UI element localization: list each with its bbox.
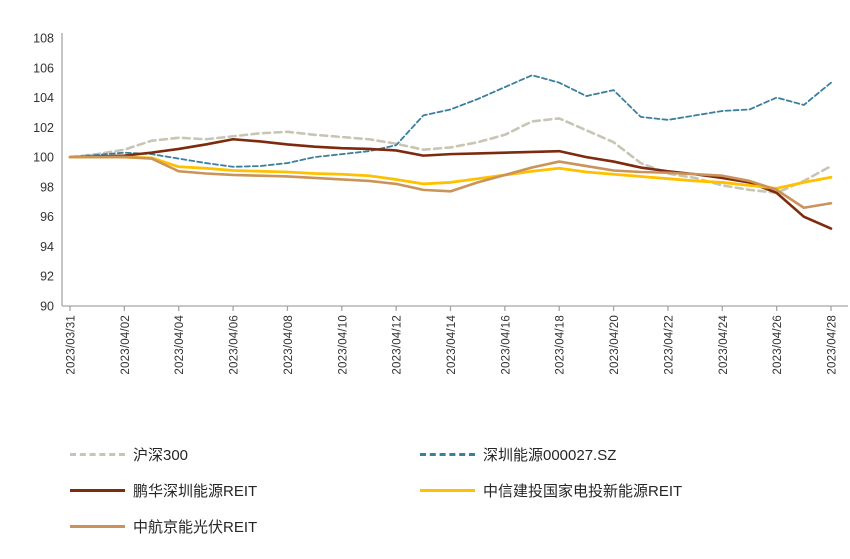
y-tick-label: 108 <box>33 32 54 46</box>
legend-item-zhjn: 中航京能光伏REIT <box>70 516 420 537</box>
x-tick-label: 2023/04/20 <box>609 315 621 375</box>
x-tick-label: 2023/03/31 <box>66 315 78 375</box>
legend-item-zxjt: 中信建投国家电投新能源REIT <box>420 480 830 501</box>
x-tick-label: 2023/04/04 <box>174 315 186 375</box>
performance-line-chart: 90 92 94 96 98 100 102 104 106 108 2023/03/31 2023/… <box>33 32 848 375</box>
series-line-zhjn <box>68 155 833 210</box>
legend-label-zxjt: 中信建投国家电投新能源REIT <box>483 483 683 500</box>
y-tick-label: 104 <box>33 91 54 105</box>
y-tick-label: 96 <box>40 210 54 224</box>
x-tick-label: 2023/04/08 <box>283 315 295 375</box>
legend-item-szny: 深圳能源000027.SZ <box>420 444 830 465</box>
x-tick-label: 2023/04/18 <box>555 315 567 375</box>
y-tick-label: 90 <box>40 300 54 314</box>
series-line-szny <box>69 74 832 168</box>
x-tick-label: 2023/04/22 <box>663 315 675 375</box>
x-tick-label: 2023/04/14 <box>446 315 458 375</box>
series-line-zxjt <box>68 155 833 190</box>
x-tick-label: 2023/04/24 <box>718 315 730 375</box>
x-tick-label: 2023/04/06 <box>229 315 241 375</box>
legend-label-hs300: 沪深300 <box>133 447 189 464</box>
x-tick-label: 2023/04/12 <box>392 315 404 375</box>
y-tick-label: 92 <box>40 270 54 284</box>
x-tick-label: 2023/04/02 <box>120 315 132 375</box>
y-tick-label: 98 <box>40 180 54 194</box>
y-tick-label: 106 <box>33 61 54 75</box>
legend-swatch-hs300 <box>70 453 125 456</box>
y-tick-label: 100 <box>33 151 54 165</box>
x-tick-label: 2023/04/16 <box>500 315 512 375</box>
legend-label-phsz: 鹏华深圳能源REIT <box>133 483 258 500</box>
x-tick-label: 2023/04/28 <box>827 315 839 375</box>
x-tick-label: 2023/04/26 <box>772 315 784 375</box>
y-tick-label: 102 <box>33 121 54 135</box>
legend-item-phsz: 鹏华深圳能源REIT <box>70 480 420 501</box>
legend-label-szny: 深圳能源000027.SZ <box>483 447 617 464</box>
x-tick-label: 2023/04/10 <box>337 315 349 375</box>
legend-swatch-zxjt <box>420 488 475 493</box>
y-tick-label: 94 <box>40 240 54 254</box>
legend-item-hs300: 沪深300 <box>70 444 420 465</box>
legend-swatch-phsz <box>70 488 125 493</box>
chart-legend: 沪深300 深圳能源000027.SZ 鹏华深圳能源REIT 中信建投国家电投新… <box>70 444 830 537</box>
legend-swatch-szny <box>420 453 475 456</box>
legend-label-zhjn: 中航京能光伏REIT <box>133 519 258 536</box>
legend-swatch-zhjn <box>70 524 125 529</box>
